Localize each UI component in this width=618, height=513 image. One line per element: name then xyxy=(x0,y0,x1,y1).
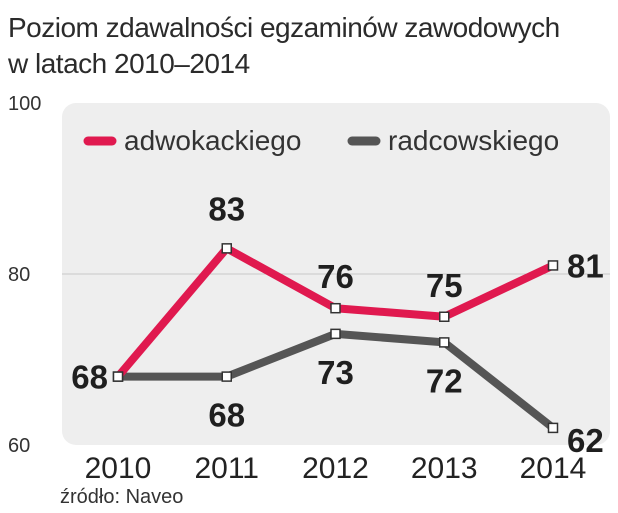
x-tick-label: 2012 xyxy=(302,452,369,485)
x-tick-label: 2014 xyxy=(520,452,587,485)
data-label-radcowskiego: 72 xyxy=(426,362,463,399)
data-point-radcowskiego xyxy=(439,337,450,348)
data-label-radcowskiego: 68 xyxy=(71,359,108,396)
data-point-adwokackiego xyxy=(547,260,559,271)
chart-title-line-2: w latach 2010–2014 xyxy=(8,48,250,79)
data-label-radcowskiego: 73 xyxy=(317,354,354,391)
x-tick-label: 2011 xyxy=(194,452,259,485)
y-tick-label: 80 xyxy=(8,264,30,286)
source-note: źródło: Naveo xyxy=(60,486,184,508)
legend-label-adwokackiego: adwokackiego xyxy=(124,125,301,156)
data-point-radcowskiego xyxy=(221,371,232,382)
y-tick-label: 60 xyxy=(8,435,30,457)
x-tick-label: 2013 xyxy=(411,452,478,485)
series-points xyxy=(112,243,559,434)
legend-label-radcowskiego: radcowskiego xyxy=(388,125,559,156)
chart-title-line-1: Poziom zdawalności egzaminów zawodowych xyxy=(8,12,560,43)
data-point-radcowskiego xyxy=(330,328,341,340)
data-label-adwokackiego: 81 xyxy=(567,247,604,284)
y-axis-ticks: 60 80 100 xyxy=(8,93,41,457)
data-point-adwokackiego xyxy=(221,243,232,254)
chart-title: Poziom zdawalności egzaminów zawodowych … xyxy=(8,10,560,82)
data-point-radcowskiego xyxy=(547,422,559,434)
data-label-adwokackiego: 76 xyxy=(317,258,354,295)
data-point-adwokackiego xyxy=(439,311,450,322)
x-tick-label: 2010 xyxy=(85,452,152,485)
data-label-radcowskiego: 62 xyxy=(567,422,604,459)
data-point-adwokackiego xyxy=(330,302,341,314)
data-label-adwokackiego: 75 xyxy=(426,267,463,304)
y-tick-label: 100 xyxy=(8,93,41,115)
data-point-adwokackiego xyxy=(112,371,124,382)
data-label-adwokackiego: 83 xyxy=(208,190,245,227)
data-label-radcowskiego: 68 xyxy=(208,397,245,434)
x-axis-ticks: 2010 2011 2012 2013 2014 xyxy=(85,452,587,485)
data-labels: 83 76 75 81 68 68 73 72 62 xyxy=(71,190,603,459)
legend: adwokackiego radcowskiego xyxy=(83,125,559,156)
